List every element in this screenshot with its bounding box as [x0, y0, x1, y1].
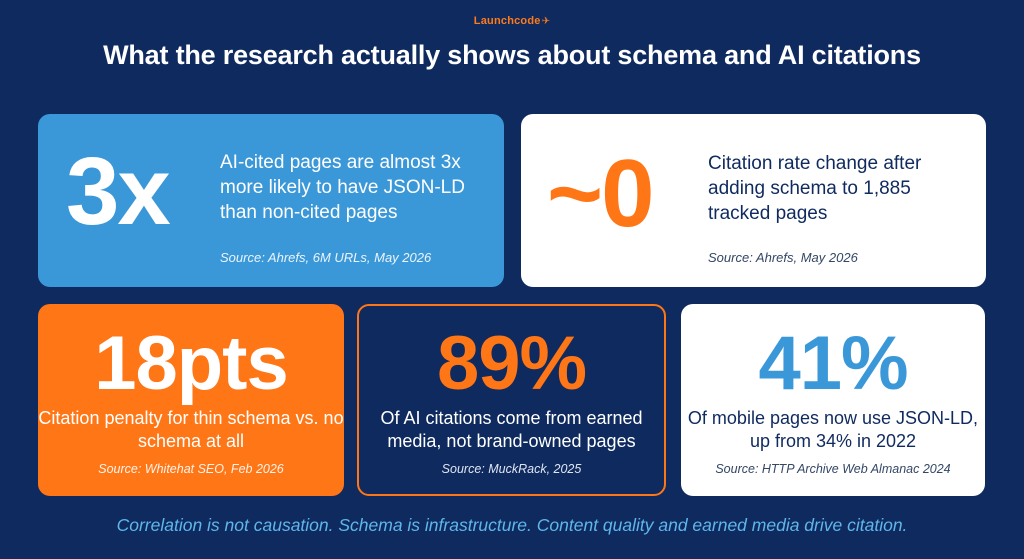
stat-source: Source: Whitehat SEO, Feb 2026: [98, 462, 284, 476]
stat-value: 89%: [436, 321, 587, 406]
stat-card-json-ld-likelihood: 3x AI-cited pages are almost 3x more lik…: [38, 114, 504, 287]
brand-logo-text: Launchcode: [473, 15, 541, 27]
plane-icon: ✈: [541, 16, 551, 27]
stat-description: Citation rate change after adding schema…: [708, 153, 922, 224]
stat-source: Source: MuckRack, 2025: [441, 462, 582, 476]
stat-description: Of mobile pages now use JSON-LD, up from…: [687, 408, 979, 451]
stat-card-citation-rate-change: ~0 Citation rate change after adding sch…: [521, 114, 986, 287]
stat-description: Citation penalty for thin schema vs. no …: [38, 408, 344, 451]
brand-logo: Launchcode✈: [0, 15, 1024, 27]
stat-card-mobile-json-ld: 41% Of mobile pages now use JSON-LD, up …: [681, 304, 985, 496]
stat-description: AI-cited pages are almost 3x more likely…: [220, 152, 465, 223]
stat-value: 18pts: [94, 321, 289, 406]
footer-note: Correlation is not causation. Schema is …: [116, 515, 908, 535]
page-title: What the research actually shows about s…: [103, 40, 921, 70]
stat-description: Of AI citations come from earned media, …: [380, 408, 643, 451]
stat-value: 3x: [66, 138, 171, 245]
stat-source: Source: Ahrefs, May 2026: [708, 250, 858, 265]
stat-value: 41%: [758, 321, 908, 406]
stat-source: Source: Ahrefs, 6M URLs, May 2026: [220, 250, 432, 265]
stat-card-earned-media: 89% Of AI citations come from earned med…: [357, 304, 666, 496]
stat-value: ~0: [547, 140, 654, 247]
stat-source: Source: HTTP Archive Web Almanac 2024: [715, 462, 951, 476]
stat-card-thin-schema-penalty: 18pts Citation penalty for thin schema v…: [38, 304, 344, 496]
